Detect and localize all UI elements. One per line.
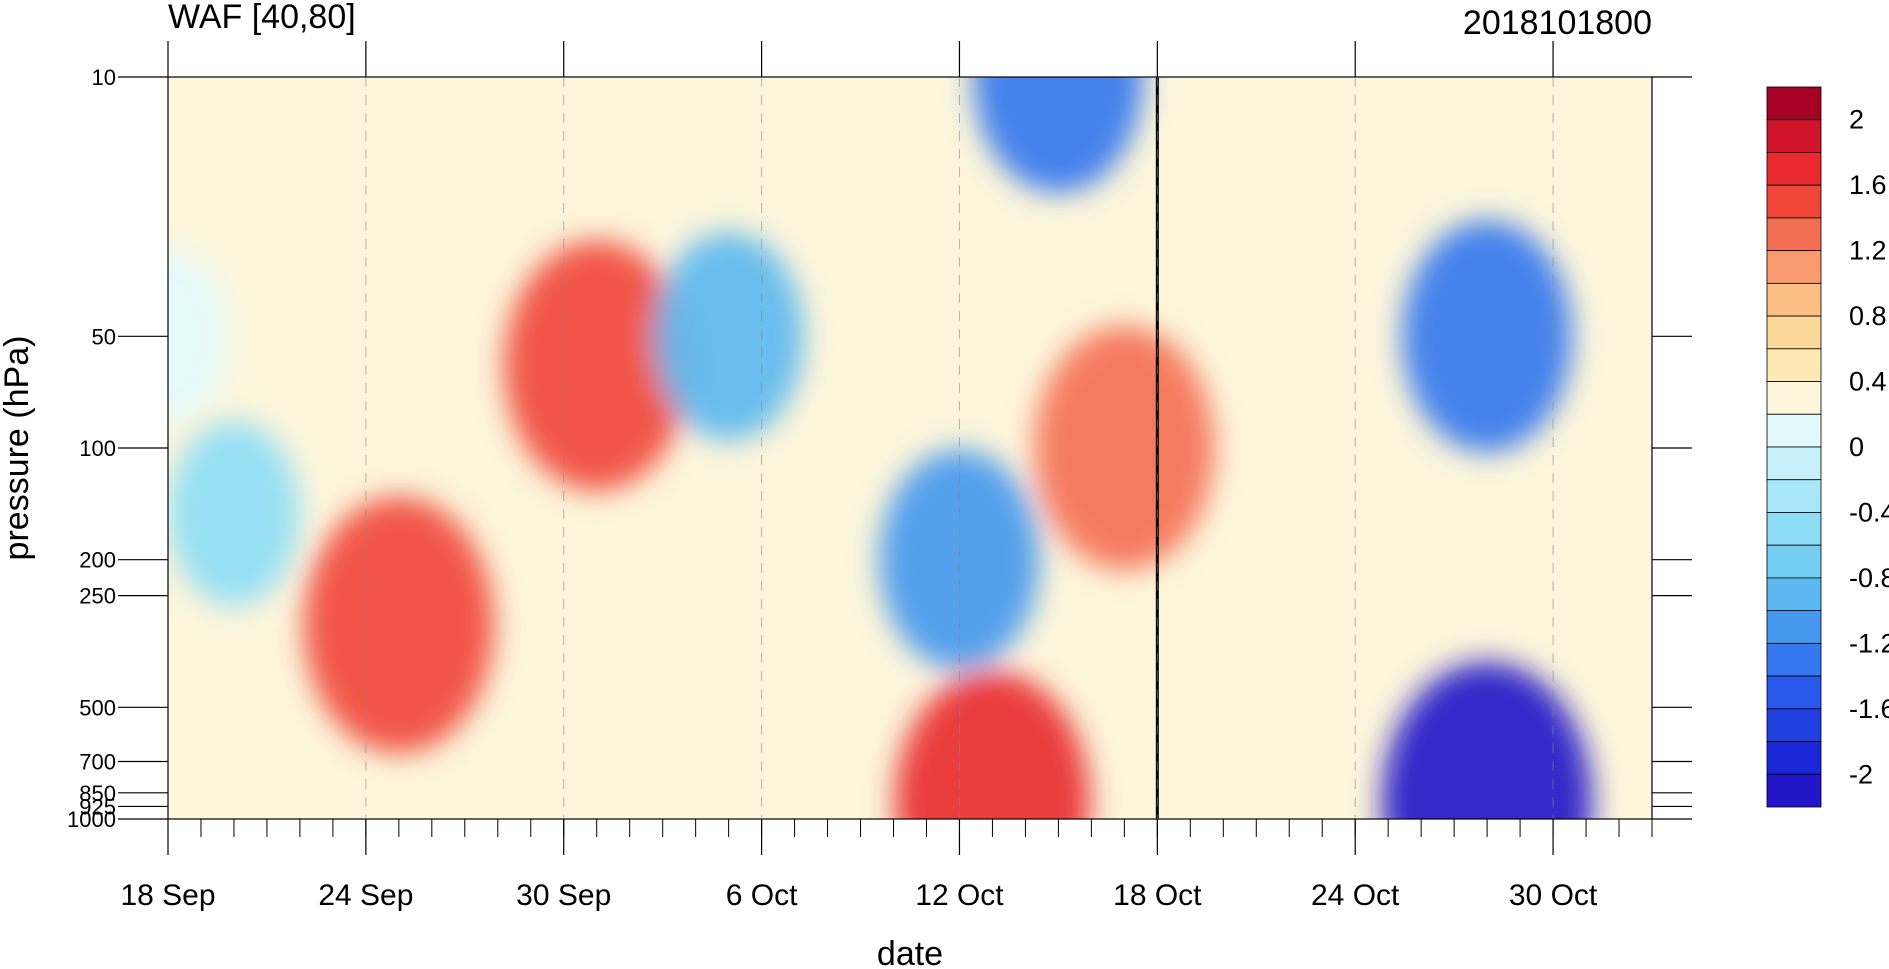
colorbar-swatch [1766,610,1822,644]
colorbar-swatch [1766,577,1822,612]
colorbar-swatch [1766,282,1822,317]
x-axis-label: date [877,935,943,969]
field-sample-0 [168,250,228,423]
y-tick-label: 925 [79,794,116,819]
colorbar-swatch [1766,741,1822,775]
colorbar-label: -1.6 [1849,694,1889,724]
colorbar-swatch [1766,119,1822,153]
field-sample-4 [653,232,804,441]
axes: 18 Sep 24 Sep 30 Sep 6 Oct 12 Oct 18 Oct 24 Oc… [67,41,1692,912]
chart-title: WAF [40,80] [168,0,356,36]
field-sample-9 [1402,220,1573,453]
field-sample-10 [1382,662,1593,819]
colorbar-swatch [1766,446,1822,481]
colorbar-swatch [1766,642,1822,677]
colorbar-label: 1.6 [1849,170,1887,200]
colorbar-swatch [1766,184,1822,219]
colorbar-swatch [1766,381,1822,415]
x-tick-label: 24 Sep [318,879,413,912]
y-tick-label: 1000 [67,807,116,832]
field-sample-2 [303,497,494,754]
y-tick-label: 250 [79,584,116,609]
y-tick-label: 200 [79,548,116,573]
y-tick-label: 100 [79,436,116,461]
y-tick-label: 700 [79,750,116,775]
x-tick-label: 18 Sep [120,879,215,912]
colorbar-label: -1.2 [1849,628,1889,658]
colorbar-label: 0.4 [1849,367,1887,397]
colorbar-swatch [1766,413,1822,448]
colorbar-label: 1.2 [1849,236,1887,266]
x-tick-label: 18 Oct [1113,879,1202,912]
field-sample-5 [879,449,1040,670]
x-tick-label: 6 Oct [726,879,798,912]
colorbar-swatch [1766,773,1822,808]
field-sample-3 [504,240,690,491]
field-sample-8 [973,77,1144,193]
colorbar-label: -2 [1849,759,1873,789]
y-tick-label: 850 [79,781,116,806]
chart-date-stamp: 2018101800 [1463,4,1652,42]
field-sample-1 [168,421,299,606]
colorbar-label: 0 [1849,432,1864,462]
colorbar-swatch [1766,217,1822,252]
colorbar-swatch [1766,479,1822,513]
colorbar-swatch [1766,512,1822,546]
colorbar-label: 2 [1849,105,1864,135]
field-sample-7 [1034,326,1215,570]
y-tick-label: 10 [92,65,116,90]
field-sample-6 [894,671,1090,819]
colorbar-swatch [1766,250,1822,284]
x-tick-label: 30 Sep [516,879,611,912]
x-tick-label: 24 Oct [1311,879,1400,912]
x-tick-label: 30 Oct [1509,879,1598,912]
x-tick-label: 12 Oct [915,879,1004,912]
colorbar-label: -0.8 [1849,563,1889,593]
y-axis-label: pressure (hPa) [0,336,36,561]
colorbar-swatch [1766,86,1822,121]
colorbar-swatch [1766,708,1822,742]
colorbar-swatch [1766,315,1822,350]
colorbar-swatch [1766,152,1822,186]
y-tick-label: 500 [79,695,116,720]
y-tick-label: 50 [92,324,116,349]
colorbar-swatch [1766,675,1822,710]
colorbar: 2 1.6 1.2 0.8 0.4 0 -0.4 -0.8 -1.2 -1.6 -2 [1766,86,1889,808]
colorbar-label: 0.8 [1849,301,1887,331]
plot-area [168,77,1652,819]
colorbar-swatch [1766,544,1822,579]
contour-field [168,77,1593,819]
colorbar-swatch [1766,348,1822,382]
colorbar-label: -0.4 [1849,497,1889,527]
